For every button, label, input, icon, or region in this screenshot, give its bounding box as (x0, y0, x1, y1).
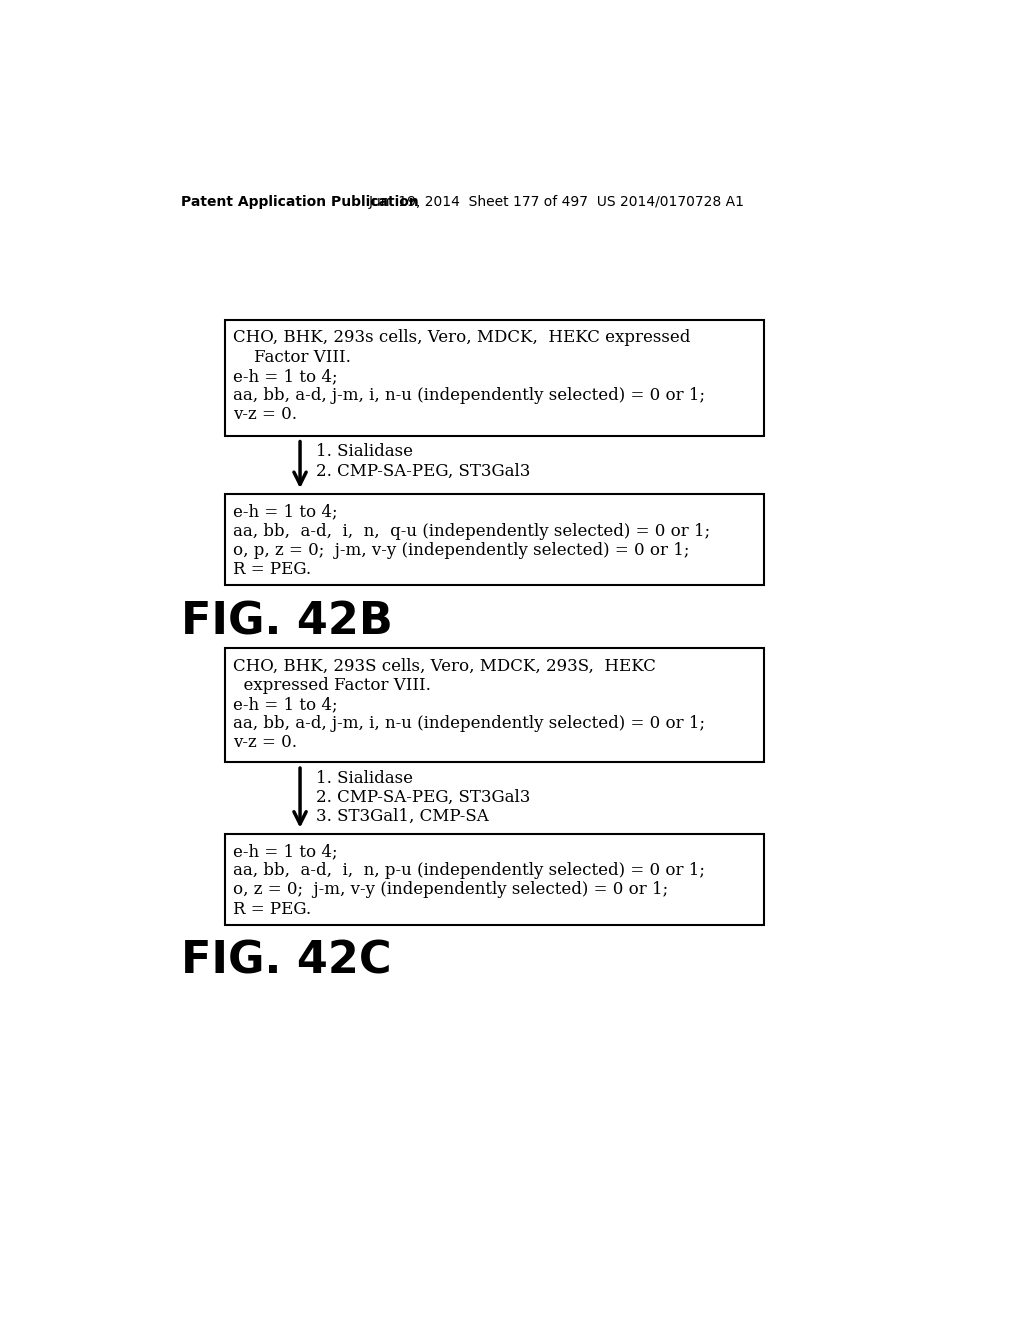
Text: e-h = 1 to 4;: e-h = 1 to 4; (232, 368, 337, 385)
Text: Factor VIII.: Factor VIII. (232, 348, 350, 366)
Text: 3. ST3Gal1, CMP-SA: 3. ST3Gal1, CMP-SA (315, 808, 488, 825)
Text: 2. CMP-SA-PEG, ST3Gal3: 2. CMP-SA-PEG, ST3Gal3 (315, 462, 530, 479)
Text: o, p, z = 0;  j-m, v-y (independently selected) = 0 or 1;: o, p, z = 0; j-m, v-y (independently sel… (232, 543, 689, 558)
Text: aa, bb,  a-d,  i,  n,  q-u (independently selected) = 0 or 1;: aa, bb, a-d, i, n, q-u (independently se… (232, 523, 710, 540)
Text: 2. CMP-SA-PEG, ST3Gal3: 2. CMP-SA-PEG, ST3Gal3 (315, 789, 530, 807)
Text: e-h = 1 to 4;: e-h = 1 to 4; (232, 503, 337, 520)
Text: aa, bb,  a-d,  i,  n, p-u (independently selected) = 0 or 1;: aa, bb, a-d, i, n, p-u (independently se… (232, 862, 705, 879)
Text: expressed Factor VIII.: expressed Factor VIII. (232, 677, 430, 693)
Text: 1. Sialidase: 1. Sialidase (315, 770, 413, 787)
Text: e-h = 1 to 4;: e-h = 1 to 4; (232, 696, 337, 713)
Text: v-z = 0.: v-z = 0. (232, 407, 297, 424)
Text: R = PEG.: R = PEG. (232, 561, 310, 578)
Text: R = PEG.: R = PEG. (232, 900, 310, 917)
Text: aa, bb, a-d, j-m, i, n-u (independently selected) = 0 or 1;: aa, bb, a-d, j-m, i, n-u (independently … (232, 715, 705, 733)
Text: e-h = 1 to 4;: e-h = 1 to 4; (232, 843, 337, 859)
Bar (225, 321, 764, 436)
Text: v-z = 0.: v-z = 0. (232, 734, 297, 751)
Bar (225, 494, 764, 585)
Text: FIG. 42B: FIG. 42B (180, 601, 392, 643)
Text: Patent Application Publication: Patent Application Publication (180, 194, 419, 209)
Text: aa, bb, a-d, j-m, i, n-u (independently selected) = 0 or 1;: aa, bb, a-d, j-m, i, n-u (independently … (232, 387, 705, 404)
Text: o, z = 0;  j-m, v-y (independently selected) = 0 or 1;: o, z = 0; j-m, v-y (independently select… (232, 882, 668, 899)
Bar (225, 648, 764, 762)
Text: Jun. 19, 2014  Sheet 177 of 497  US 2014/0170728 A1: Jun. 19, 2014 Sheet 177 of 497 US 2014/0… (369, 194, 744, 209)
Bar (225, 834, 764, 924)
Text: CHO, BHK, 293S cells, Vero, MDCK, 293S,  HEKC: CHO, BHK, 293S cells, Vero, MDCK, 293S, … (232, 657, 655, 675)
Text: FIG. 42C: FIG. 42C (180, 940, 391, 983)
Text: 1. Sialidase: 1. Sialidase (315, 444, 413, 461)
Text: CHO, BHK, 293s cells, Vero, MDCK,  HEKC expressed: CHO, BHK, 293s cells, Vero, MDCK, HEKC e… (232, 330, 690, 346)
